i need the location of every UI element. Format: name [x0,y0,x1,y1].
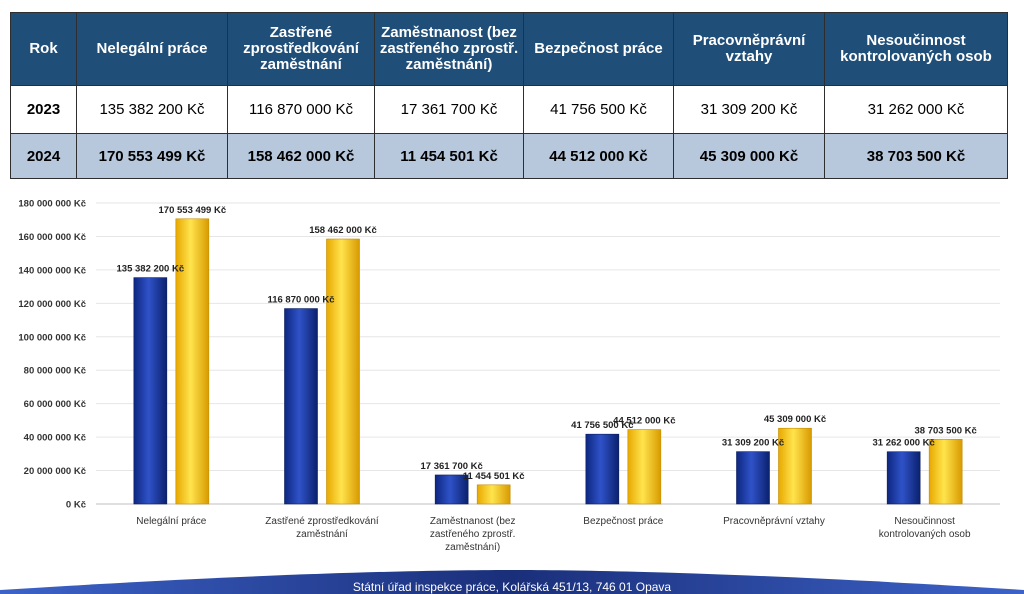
category-label: zaměstnání) [445,542,500,553]
table-row: 2024 170 553 499 Kč 158 462 000 Kč 11 45… [10,133,1008,179]
value-cell: 45 309 000 Kč [673,133,825,179]
value-cell: 170 553 499 Kč [76,133,228,179]
footer: Státní úřad inspekce práce, Kolářská 451… [0,568,1024,594]
bar-2023 [886,451,921,505]
y-tick-label: 120 000 000 Kč [18,299,86,310]
bar-2023 [736,451,770,505]
table-header-row: Rok Nelegální práce Zastřené zprostředko… [10,12,1008,86]
data-label: 116 870 000 Kč [267,295,334,306]
footer-address: Státní úřad inspekce práce, Kolářská 451… [352,580,672,594]
data-label: 38 703 500 Kč [914,425,976,436]
value-cell: 31 309 200 Kč [673,85,825,134]
value-cell: 44 512 000 Kč [523,133,674,179]
value-cell: 135 382 200 Kč [76,85,228,134]
data-label: 158 462 000 Kč [309,225,377,236]
data-labels: 135 382 200 Kč 170 553 499 Kč 116 870 000 … [117,205,977,482]
data-label: 31 309 200 Kč [722,438,784,449]
footer-wave [0,570,1024,594]
header-disguised-agency: Zastřené zprostředkování zaměstnání [227,12,375,86]
summary-table: Rok Nelegální práce Zastřené zprostředko… [10,12,1008,179]
value-cell: 158 462 000 Kč [227,133,375,179]
table-row: 2023 135 382 200 Kč 116 870 000 Kč 17 36… [10,85,1008,134]
category-label: Nesoučinnost [894,516,955,527]
header-employment: Zaměstnanost (bez zastřeného zprostř. za… [374,12,524,86]
value-cell: 17 361 700 Kč [374,85,524,134]
bar-chart: 0 Kč 20 000 000 Kč 40 000 000 Kč 60 000 000… [18,199,1000,553]
y-tick-label: 60 000 000 Kč [24,399,86,410]
category-label: kontrolovaných osob [879,529,971,540]
value-cell: 116 870 000 Kč [227,85,375,134]
data-label: 135 382 200 Kč [117,264,185,275]
y-tick-label: 80 000 000 Kč [24,366,86,377]
header-safety: Bezpečnost práce [523,12,674,86]
category-label: zaměstnání [296,529,348,540]
category-label: Nelegální práce [136,516,206,527]
category-label: Zaměstnanost (bez [430,516,516,527]
data-label: 11 454 501 Kč [463,471,525,482]
value-cell: 11 454 501 Kč [374,133,524,179]
y-tick-label: 140 000 000 Kč [18,265,86,276]
value-cell: 31 262 000 Kč [824,85,1008,134]
header-non-cooperation: Nesoučinnost kontrolovaných osob [824,12,1008,86]
header-year: Rok [10,12,77,86]
header-labour-relations: Pracovněprávní vztahy [673,12,825,86]
bar-2024 [928,438,963,505]
y-tick-label: 100 000 000 Kč [18,332,86,343]
category-label: zastřeného zprostř. [430,529,516,540]
data-label: 44 512 000 Kč [613,416,675,427]
bar-2023 [133,277,168,505]
bar-2024 [627,429,662,505]
bar-2024 [175,218,210,505]
category-label: Bezpečnost práce [583,516,663,527]
data-label: 17 361 700 Kč [420,461,482,472]
bars [133,218,963,505]
bar-2023 [284,308,318,505]
header-illegal-work: Nelegální práce [76,12,228,86]
data-label: 170 553 499 Kč [159,205,227,216]
year-cell: 2024 [10,133,77,179]
bar-2024 [778,427,812,505]
data-label: 45 309 000 Kč [764,414,826,425]
y-tick-label: 0 Kč [66,500,86,511]
gridlines [96,202,1000,505]
category-label: Pracovněprávní vztahy [723,516,825,527]
data-label: 41 756 500 Kč [571,420,633,431]
category-labels: Nelegální práce Zastřené zprostředkování z… [136,516,971,553]
category-label: Zastřené zprostředkování [265,516,379,527]
y-tick-label: 160 000 000 Kč [18,232,86,243]
bar-2024 [476,484,511,505]
bar-2023 [585,433,620,505]
value-cell: 38 703 500 Kč [824,133,1008,179]
y-tick-label: 20 000 000 Kč [24,466,86,477]
year-cell: 2023 [10,85,77,134]
bar-2023 [434,474,469,505]
y-tick-label: 40 000 000 Kč [24,433,86,444]
data-label: 31 262 000 Kč [872,438,934,449]
y-tick-label: 180 000 000 Kč [18,199,86,210]
bar-2024 [326,238,360,505]
value-cell: 41 756 500 Kč [523,85,674,134]
y-axis-ticks: 0 Kč 20 000 000 Kč 40 000 000 Kč 60 000 000… [18,199,86,511]
